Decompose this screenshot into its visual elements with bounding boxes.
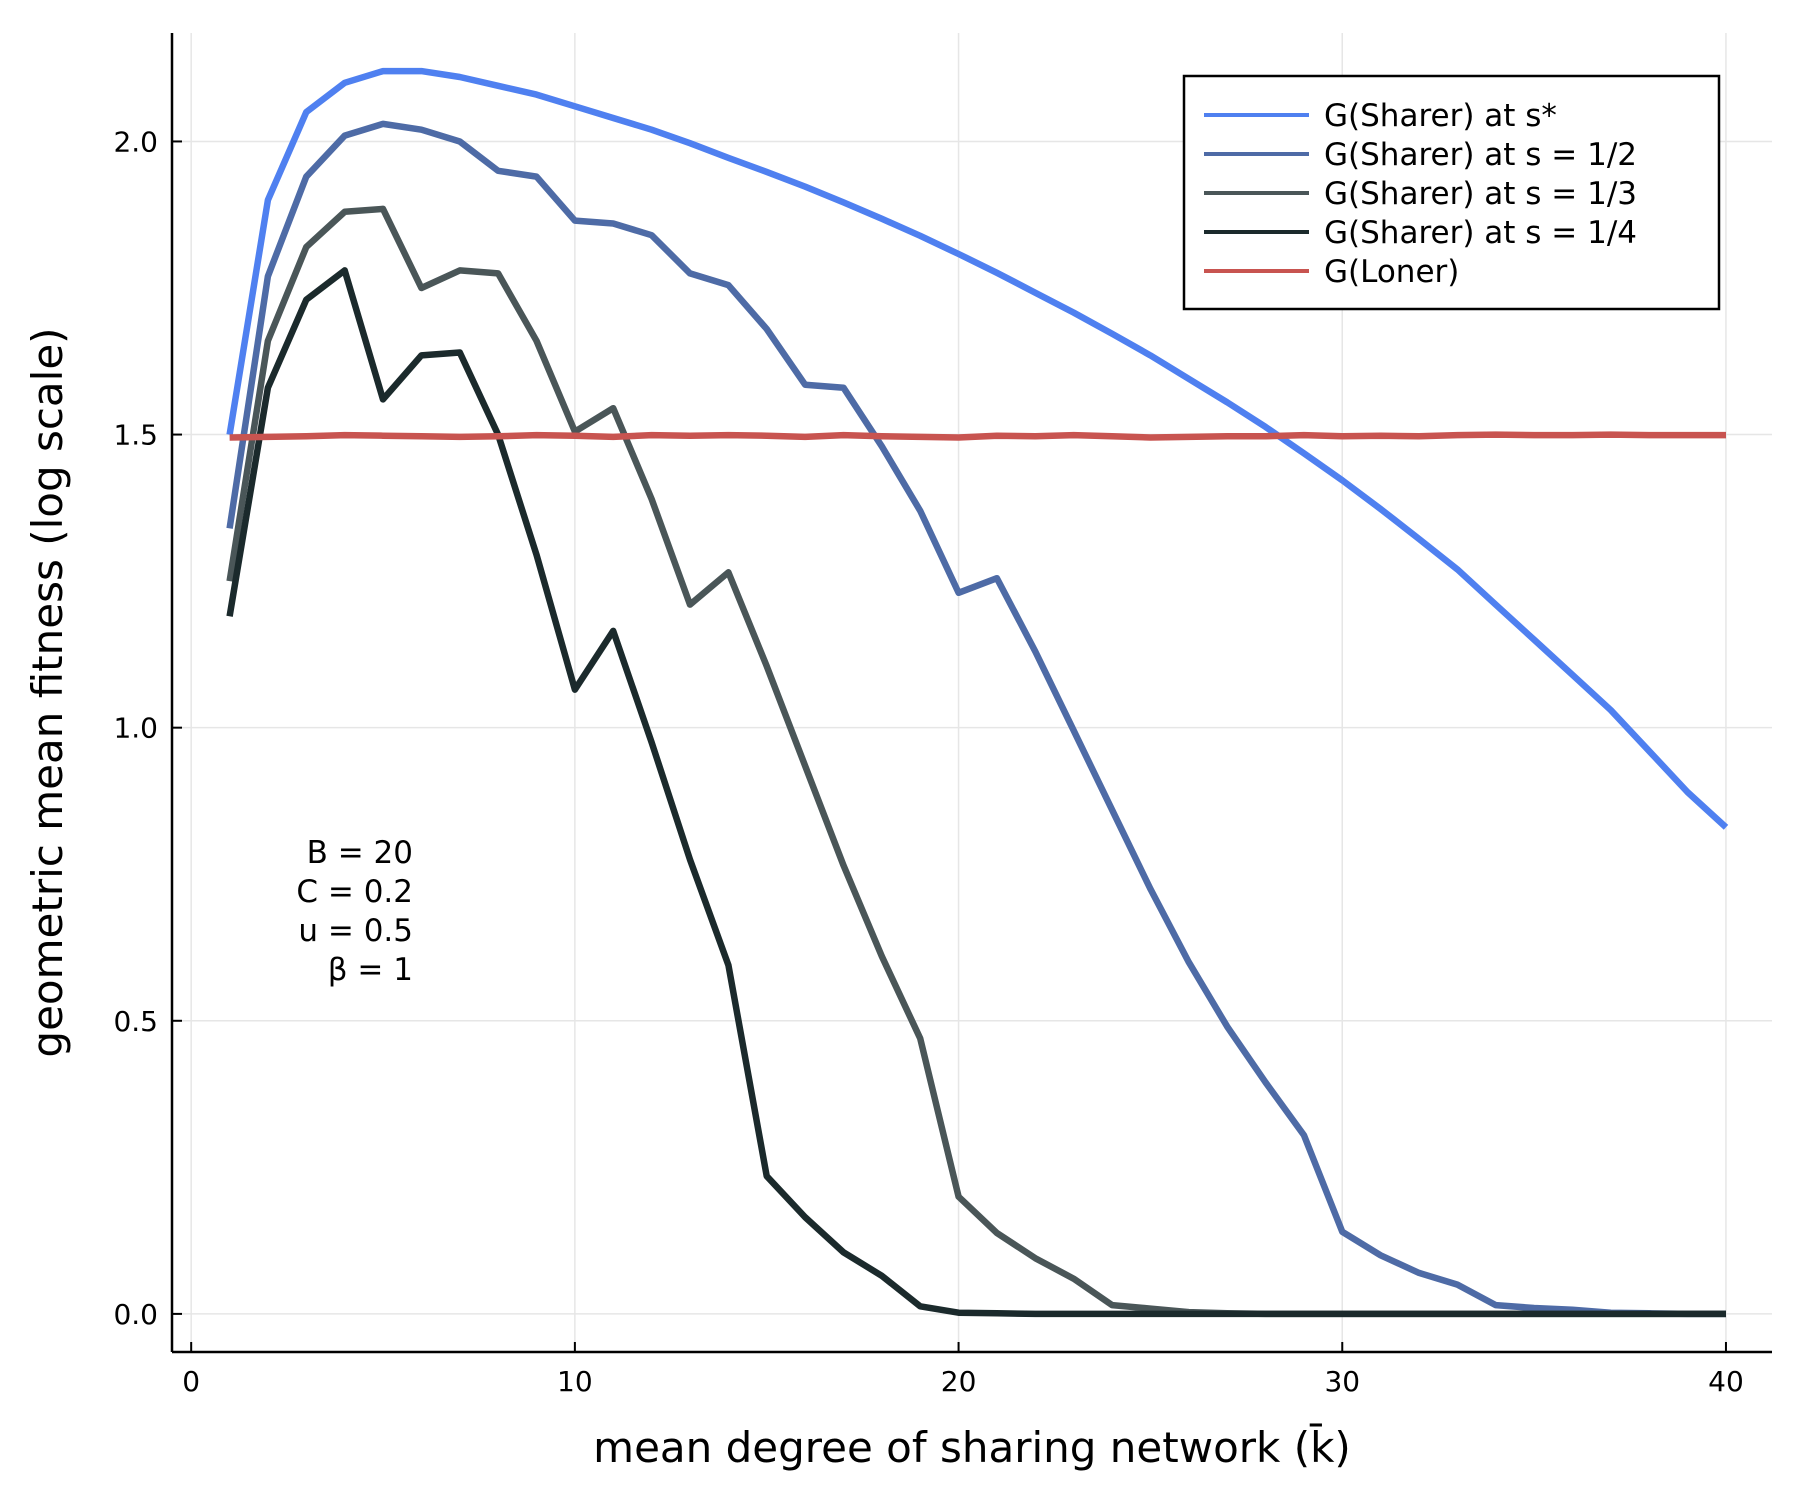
ticks: 0 10 20 30 40 0.0 0.5 1.0 1.5 2.0 (113, 125, 1743, 1398)
param-label-3: β = 1 (328, 952, 413, 988)
x-tick-label-4: 40 (1708, 1365, 1744, 1398)
x-axis-label: mean degree of sharing network (k̄) (593, 1421, 1351, 1472)
param-label-2: u = 0.5 (298, 913, 413, 949)
parameter-annotations: B = 20C = 0.2u = 0.5β = 1 (296, 835, 413, 988)
series-line-1 (226, 120, 1726, 1318)
legend-label-4: G(Loner) (1324, 254, 1459, 290)
param-label-0: B = 20 (307, 835, 413, 871)
axes (170, 33, 1772, 1354)
y-tick-label-4: 2.0 (113, 125, 158, 158)
param-label-1: C = 0.2 (296, 874, 413, 910)
y-tick-label-0: 0.0 (113, 1298, 158, 1331)
y-tick-label-2: 1.0 (113, 712, 158, 745)
x-tick-label-3: 30 (1324, 1365, 1360, 1398)
legend-label-2: G(Sharer) at s = 1/3 (1324, 176, 1637, 212)
x-tick-label-2: 20 (941, 1365, 977, 1398)
y-tick-label-1: 0.5 (113, 1005, 158, 1038)
y-axis-label: geometric mean fitness (log scale) (23, 327, 72, 1057)
series-lines (226, 67, 1729, 1318)
legend-label-0: G(Sharer) at s* (1324, 98, 1557, 134)
legend: G(Sharer) at s*G(Sharer) at s = 1/2G(Sha… (1182, 74, 1721, 311)
x-tick-label-1: 10 (557, 1365, 593, 1398)
series-line-0 (226, 67, 1729, 830)
series-line-4 (229, 431, 1726, 441)
y-tick-label-3: 1.5 (113, 419, 158, 452)
legend-label-3: G(Sharer) at s = 1/4 (1324, 215, 1637, 251)
series-line-3 (226, 267, 1726, 1318)
series-line-2 (226, 205, 1726, 1318)
legend-label-1: G(Sharer) at s = 1/2 (1324, 137, 1637, 173)
x-tick-label-0: 0 (182, 1365, 200, 1398)
